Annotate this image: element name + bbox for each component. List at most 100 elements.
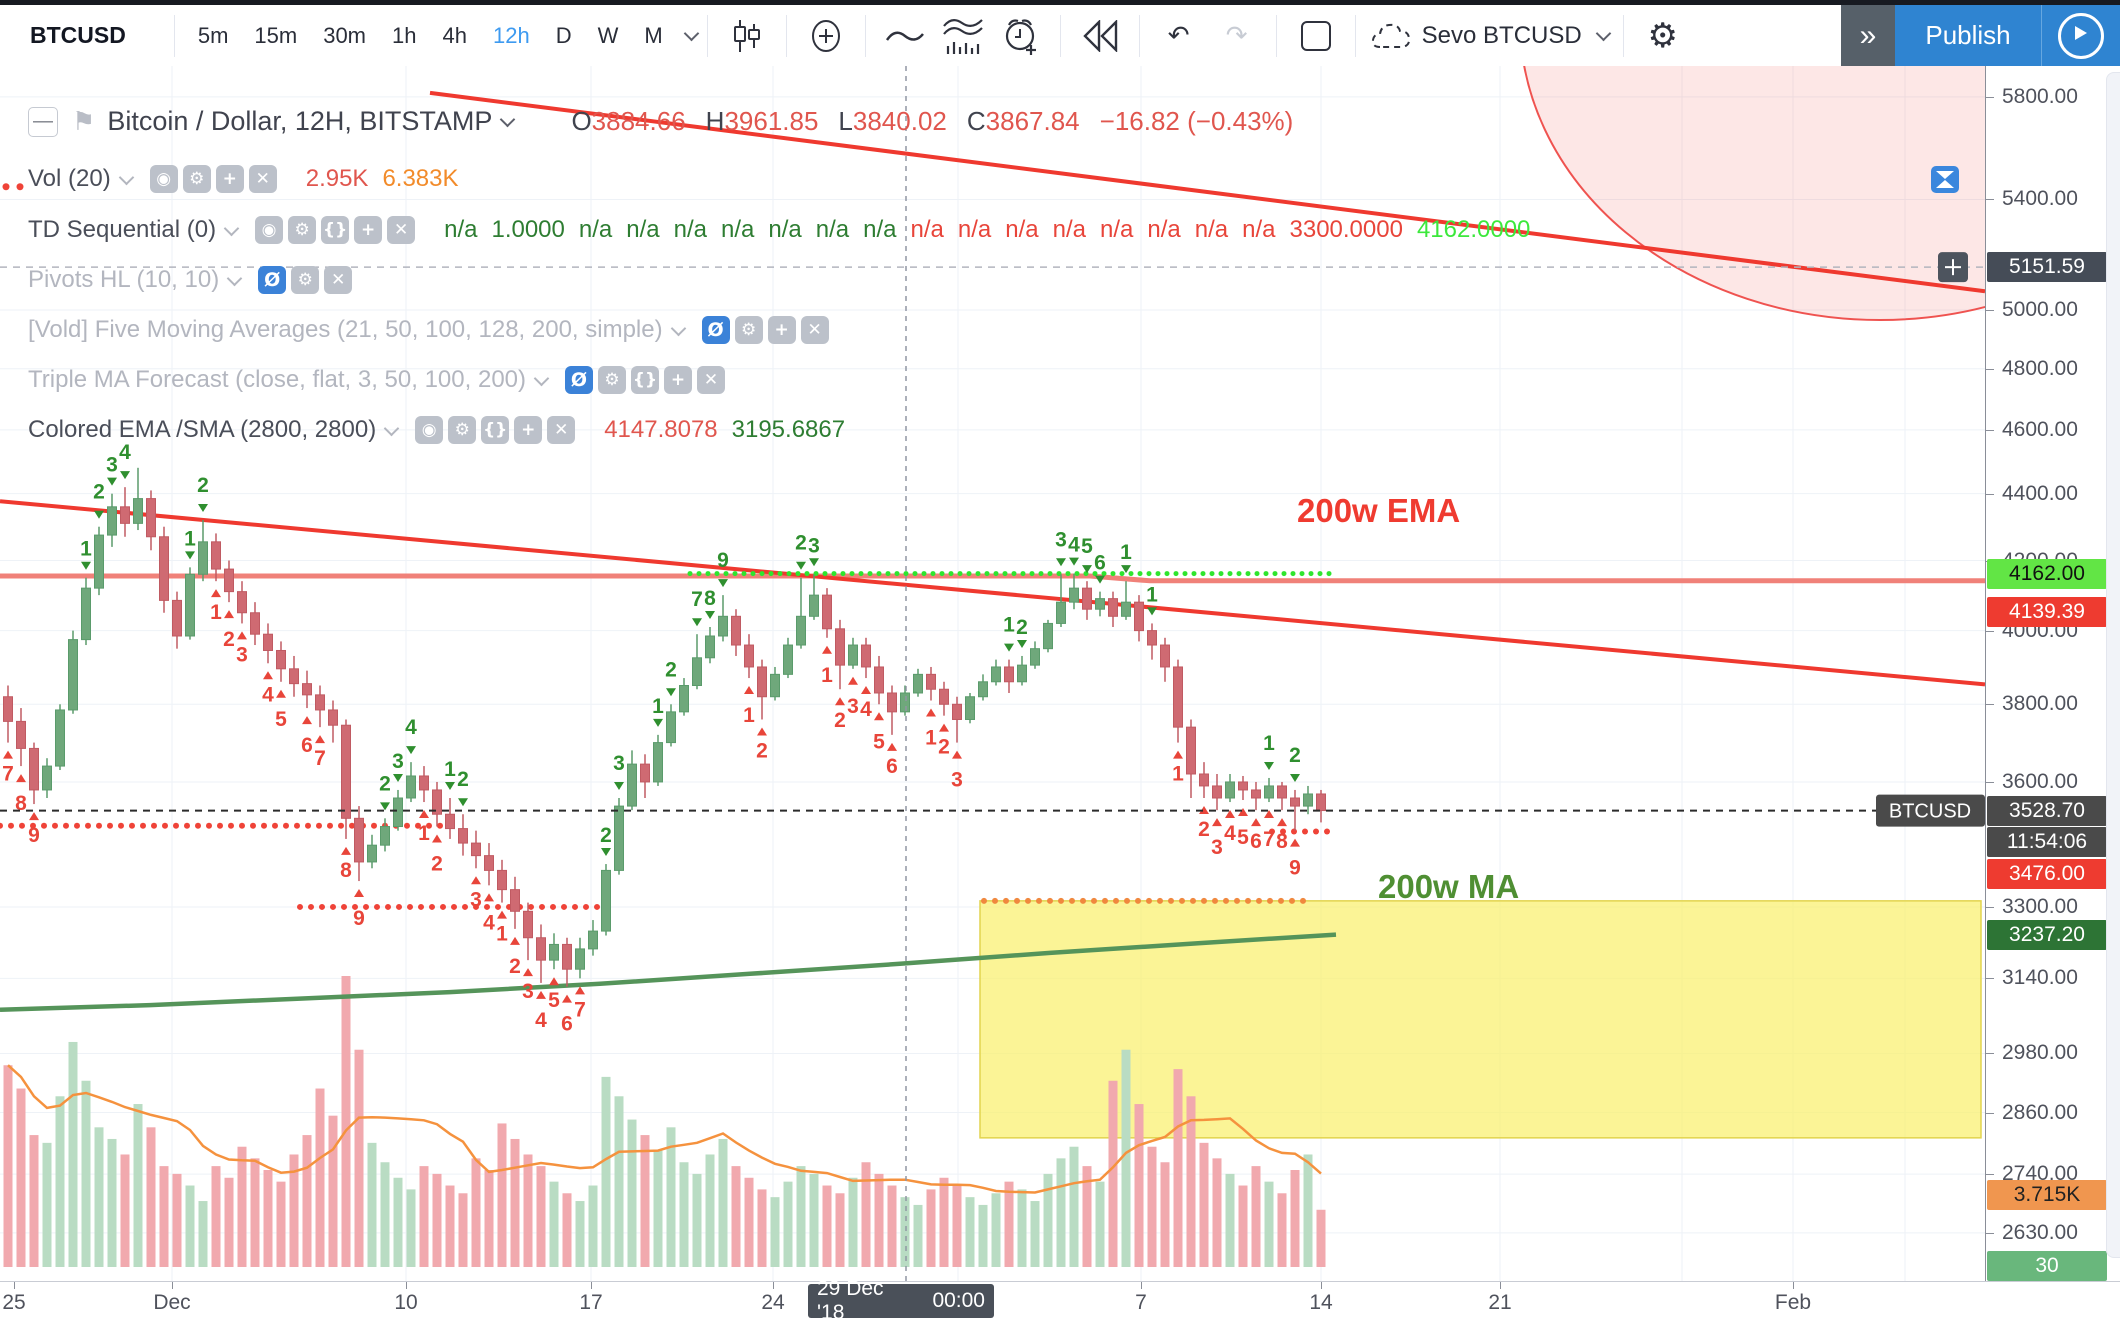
indicator-name[interactable]: Triple MA Forecast (close, flat, 3, 50, … xyxy=(28,366,526,393)
indicator-controls: Ø ⚙{} + ✕ xyxy=(565,366,730,394)
eye-icon[interactable]: ◉ xyxy=(149,165,178,193)
td-level-high-badge: 4162.00 xyxy=(1987,558,2107,589)
undo-button[interactable]: ↶ xyxy=(1150,8,1208,64)
compare-button[interactable] xyxy=(797,8,855,64)
dotted-level xyxy=(297,903,611,910)
timeframe-M[interactable]: M xyxy=(644,22,663,48)
undo-icon: ↶ xyxy=(1167,20,1190,51)
volume-series xyxy=(3,976,1326,1267)
alert-button[interactable] xyxy=(992,8,1050,64)
ema-200w-line[interactable] xyxy=(0,573,1985,584)
trend-line-1[interactable] xyxy=(429,90,1986,294)
publish-menu-button[interactable] xyxy=(2041,5,2120,66)
indicator-name[interactable]: [Vold] Five Moving Averages (21, 50, 100… xyxy=(28,316,663,343)
redo-button[interactable]: ↷ xyxy=(1208,8,1266,64)
chevron-down-icon[interactable] xyxy=(683,25,699,42)
close-icon[interactable]: ✕ xyxy=(697,366,725,394)
eye-off-icon[interactable]: Ø xyxy=(258,266,287,294)
close-icon[interactable]: ✕ xyxy=(800,316,829,344)
highlight-zone-rect[interactable] xyxy=(979,900,1982,1139)
series-title[interactable]: Bitcoin / Dollar, 12H, BITSTAMP xyxy=(107,106,493,136)
bar-replay-button[interactable] xyxy=(1071,8,1129,64)
window-top-strip xyxy=(0,0,2120,5)
publish-button[interactable]: Publish xyxy=(1895,5,2041,66)
plus-icon[interactable]: + xyxy=(664,366,692,394)
braces-icon[interactable]: {} xyxy=(631,366,659,394)
svg-text:2: 2 xyxy=(431,853,443,876)
annotation-label[interactable]: 200w EMA xyxy=(1297,492,1460,529)
indicator-name[interactable]: Pivots HL (10, 10) xyxy=(28,266,220,293)
close-icon[interactable]: ✕ xyxy=(547,416,576,444)
svg-text:2: 2 xyxy=(938,736,950,759)
indicator-name[interactable]: Vol (20) xyxy=(28,165,111,192)
ma-200w-line[interactable] xyxy=(0,932,1337,1013)
timeframe-1h[interactable]: 1h xyxy=(392,22,417,48)
crosshair-date: 29 Dec '18 xyxy=(817,1277,884,1324)
close-icon[interactable]: ✕ xyxy=(324,266,353,294)
gear-icon[interactable]: ⚙ xyxy=(598,366,626,394)
svg-text:3: 3 xyxy=(613,752,625,775)
trend-line-2[interactable] xyxy=(0,499,1986,687)
timeframe-12h[interactable]: 12h xyxy=(492,22,530,48)
indicator-name[interactable]: TD Sequential (0) xyxy=(28,216,217,243)
svg-text:3: 3 xyxy=(847,695,859,718)
flag-icon[interactable]: ⚑ xyxy=(72,106,96,137)
timeframe-D[interactable]: D xyxy=(555,22,572,48)
svg-text:2: 2 xyxy=(1016,616,1028,639)
plus-icon[interactable]: + xyxy=(767,316,796,344)
divider xyxy=(706,14,708,57)
svg-text:4: 4 xyxy=(535,1009,547,1032)
svg-text:8: 8 xyxy=(15,792,27,815)
svg-text:9: 9 xyxy=(28,824,40,847)
svg-text:3: 3 xyxy=(106,454,118,477)
play-icon xyxy=(2058,12,2104,59)
timeframe-W[interactable]: W xyxy=(597,22,619,48)
close-icon[interactable]: ✕ xyxy=(248,165,277,193)
svg-text:7: 7 xyxy=(691,588,703,611)
eye-icon[interactable]: ◉ xyxy=(415,416,444,444)
timeframe-30m[interactable]: 30m xyxy=(323,22,366,48)
cloud-layout-button[interactable]: Sevo BTCUSD xyxy=(1366,8,1613,64)
gear-icon[interactable]: ⚙ xyxy=(448,416,477,444)
gear-icon[interactable]: ⚙ xyxy=(182,165,211,193)
collapse-toolbar-button[interactable]: » xyxy=(1841,5,1895,66)
close-icon[interactable]: ✕ xyxy=(387,216,416,244)
crosshair-time: 00:00 xyxy=(932,1289,985,1312)
plus-icon[interactable]: + xyxy=(215,165,244,193)
chart-style-button[interactable] xyxy=(718,8,776,64)
eye-off-icon[interactable]: Ø xyxy=(565,366,593,394)
last-price-badge: 3528.70 xyxy=(1987,795,2107,826)
braces-icon[interactable]: {} xyxy=(481,416,510,444)
chart-settings-button[interactable]: ⚙ xyxy=(1634,8,1692,64)
timeframe-15m[interactable]: 15m xyxy=(254,22,298,48)
svg-text:1: 1 xyxy=(184,527,196,550)
timeframe-4h[interactable]: 4h xyxy=(442,22,467,48)
plus-circle-icon xyxy=(811,19,840,52)
braces-icon[interactable]: {} xyxy=(321,216,350,244)
time-axis[interactable]: 29 Dec '18 00:00 25 Dec 10 17 24 7 14 21 Feb xyxy=(0,1277,2120,1324)
data-window-icon[interactable] xyxy=(1931,166,1959,193)
price-axis[interactable]: 5800.00 5400.00 5000.00 4800.00 4600.00 4400.… xyxy=(1985,66,2120,1281)
svg-text:3: 3 xyxy=(1211,836,1223,859)
gear-icon[interactable]: ⚙ xyxy=(291,266,320,294)
svg-text:3: 3 xyxy=(522,980,534,1003)
gear-icon[interactable]: ⚙ xyxy=(288,216,317,244)
symbol-search-button[interactable]: BTCUSD xyxy=(30,22,126,48)
collapse-legend-button[interactable]: — xyxy=(28,106,58,137)
svg-text:2: 2 xyxy=(795,532,807,555)
line-tool-button[interactable] xyxy=(876,8,934,64)
annotation-label[interactable]: 200w MA xyxy=(1378,868,1519,905)
layout-button[interactable] xyxy=(1287,8,1345,64)
eye-icon[interactable]: ◉ xyxy=(255,216,284,244)
indicator-name[interactable]: Colored EMA /SMA (2800, 2800) xyxy=(28,416,377,443)
timeframe-5m[interactable]: 5m xyxy=(197,22,229,48)
eye-off-icon[interactable]: Ø xyxy=(701,316,730,344)
plus-icon[interactable]: + xyxy=(354,216,383,244)
collapsed-side-panel[interactable] xyxy=(2106,72,2120,1258)
indicators-button[interactable] xyxy=(934,8,992,64)
plus-icon[interactable]: + xyxy=(514,416,543,444)
gear-icon[interactable]: ⚙ xyxy=(734,316,763,344)
